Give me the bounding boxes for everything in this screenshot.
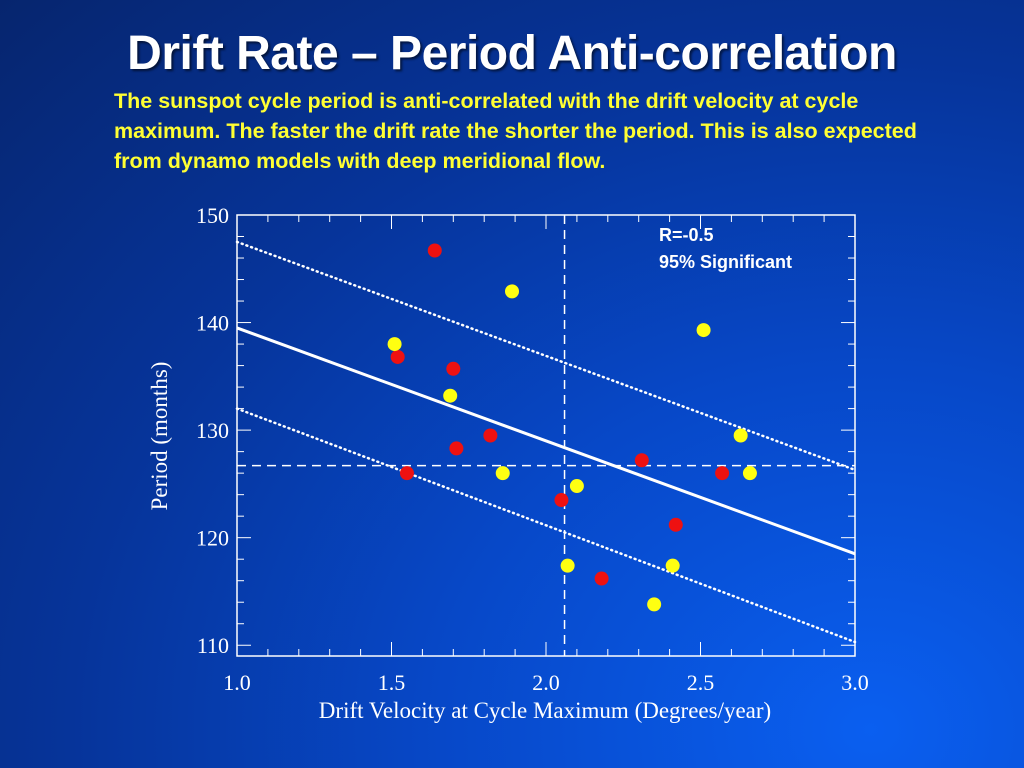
red-data-point <box>390 349 405 364</box>
y-tick-label: 110 <box>197 633 229 658</box>
red-data-point <box>427 243 442 258</box>
red-data-point <box>715 466 730 481</box>
x-tick-label: 1.0 <box>223 670 251 695</box>
red-data-point <box>399 466 414 481</box>
lower-bound-dotted-line <box>235 407 857 644</box>
yellow-data-point <box>569 479 584 494</box>
yellow-data-point <box>560 558 575 573</box>
slide-title: Drift Rate – Period Anti-correlation <box>127 27 897 80</box>
yellow-data-point <box>733 428 748 443</box>
data-points <box>387 243 757 612</box>
y-axis-title: Period (months) <box>147 362 172 511</box>
red-data-point <box>449 441 464 456</box>
yellow-data-point <box>443 388 458 403</box>
plot-frame <box>236 214 856 657</box>
y-tick-label: 120 <box>196 526 229 551</box>
regression-lines <box>235 215 857 656</box>
yellow-data-point <box>647 597 662 612</box>
x-tick-label: 2.0 <box>532 670 560 695</box>
x-tick-label: 2.5 <box>687 670 715 695</box>
red-data-point <box>668 517 683 532</box>
y-tick-label: 140 <box>196 311 229 336</box>
red-data-point <box>554 493 569 508</box>
regression-fit-line <box>236 326 856 556</box>
yellow-data-point <box>665 558 680 573</box>
correlation-annotation: R=-0.5 <box>659 225 714 245</box>
yellow-data-point <box>387 337 402 352</box>
tick-labels: 1.0 1.5 2.0 2.5 3.0 110 120 130 140 150 <box>196 203 869 695</box>
red-data-point <box>446 361 461 376</box>
x-tick-label: 3.0 <box>841 670 869 695</box>
significance-annotation: 95% Significant <box>659 252 792 272</box>
yellow-data-point <box>696 323 711 338</box>
y-tick-label: 130 <box>196 418 229 443</box>
slide-body-text: The sunspot cycle period is anti-correla… <box>114 89 917 173</box>
yellow-data-point <box>495 466 510 481</box>
red-data-point <box>634 453 649 468</box>
y-tick-label: 150 <box>196 203 229 228</box>
upper-bound-dotted-line <box>235 240 857 472</box>
red-data-point <box>483 428 498 443</box>
x-tick-label: 1.5 <box>378 670 406 695</box>
yellow-data-point <box>742 466 757 481</box>
x-axis-title: Drift Velocity at Cycle Maximum (Degrees… <box>319 698 771 723</box>
yellow-data-point <box>505 284 520 299</box>
red-data-point <box>594 571 609 586</box>
